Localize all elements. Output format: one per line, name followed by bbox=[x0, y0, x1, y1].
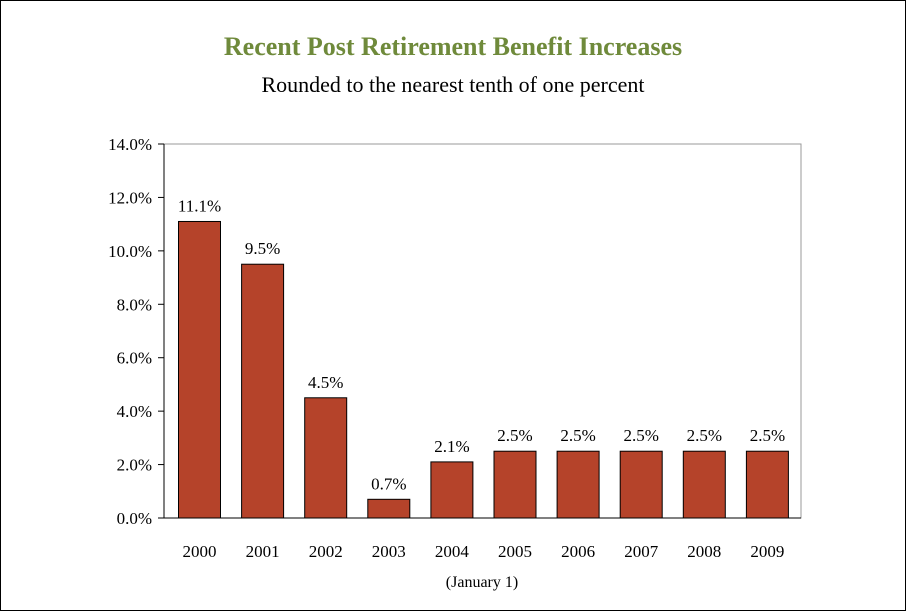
bar bbox=[619, 450, 663, 519]
y-tick-label: 14.0% bbox=[108, 135, 152, 154]
bar-value-label: 2.5% bbox=[497, 426, 532, 445]
bar-value-label: 11.1% bbox=[178, 196, 221, 215]
y-tick-label: 0.0% bbox=[117, 509, 152, 528]
bar bbox=[367, 498, 411, 519]
bar bbox=[241, 263, 285, 519]
y-tick-label: 4.0% bbox=[117, 402, 152, 421]
bar-value-label: 2.5% bbox=[560, 426, 595, 445]
x-tick-label: 2008 bbox=[687, 542, 721, 561]
bar-value-label: 9.5% bbox=[245, 239, 280, 258]
bar bbox=[430, 461, 474, 519]
y-tick-label: 2.0% bbox=[117, 456, 152, 475]
x-tick-label: 2005 bbox=[498, 542, 532, 561]
bar-value-label: 2.1% bbox=[434, 437, 469, 456]
bar-value-label: 0.7% bbox=[371, 474, 406, 493]
bar-value-label: 2.5% bbox=[687, 426, 722, 445]
bar bbox=[556, 450, 600, 519]
bar bbox=[178, 220, 221, 519]
x-tick-label: 2003 bbox=[372, 542, 406, 561]
x-axis-label: (January 1) bbox=[446, 574, 518, 591]
chart-title: Recent Post Retirement Benefit Increases bbox=[223, 32, 683, 61]
x-tick-label: 2002 bbox=[309, 542, 343, 561]
x-tick-label: 2001 bbox=[246, 542, 280, 561]
bar bbox=[682, 450, 726, 519]
bar-value-label: 4.5% bbox=[308, 373, 343, 392]
bar bbox=[745, 450, 789, 519]
bar-value-label: 2.5% bbox=[750, 426, 785, 445]
y-tick-label: 10.0% bbox=[108, 242, 152, 261]
y-tick-label: 12.0% bbox=[108, 188, 152, 207]
chart-subtitle: Rounded to the nearest tenth of one perc… bbox=[261, 72, 645, 97]
bar bbox=[304, 397, 348, 519]
x-tick-label: 2006 bbox=[561, 542, 595, 561]
x-tick-label: 2000 bbox=[183, 542, 217, 561]
x-tick-label: 2007 bbox=[624, 542, 659, 561]
y-tick-label: 6.0% bbox=[117, 349, 152, 368]
x-tick-label: 2004 bbox=[435, 542, 470, 561]
bar-value-label: 2.5% bbox=[623, 426, 658, 445]
bar bbox=[493, 450, 537, 519]
y-tick-label: 8.0% bbox=[117, 295, 152, 314]
x-tick-label: 2009 bbox=[750, 542, 784, 561]
